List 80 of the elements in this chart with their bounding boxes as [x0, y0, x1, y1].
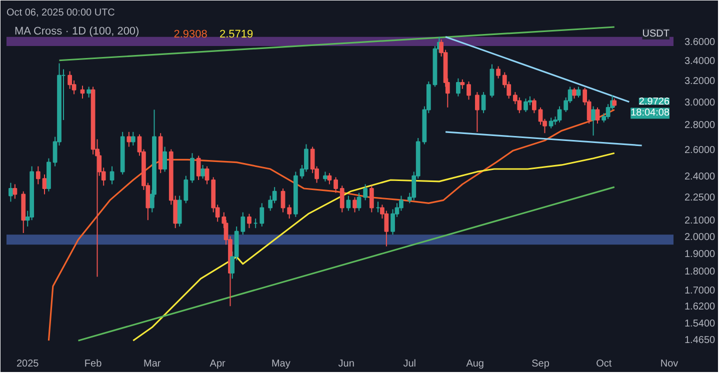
x-tick-label: Jul: [403, 358, 416, 370]
candlestick: [356, 192, 362, 212]
candlestick: [86, 86, 92, 98]
y-tick-label: 2.8000: [684, 120, 716, 132]
x-tick-label: 2025: [16, 358, 40, 370]
candlestick: [177, 195, 182, 227]
text: Oct 06, 2025 00:00 UTC: [6, 8, 115, 18]
candlestick: [162, 146, 167, 172]
candlestick: [466, 81, 471, 100]
y-tick-label: 1.8000: [684, 266, 716, 278]
y-tick-label: 3.2000: [684, 76, 716, 87]
y-tick-label: 2.0000: [684, 232, 716, 243]
candlestick: [557, 106, 562, 123]
y-tick-label: 2.2500: [684, 192, 716, 204]
annotation: 2.9726: [638, 96, 670, 108]
x-tick-label: May: [271, 358, 290, 370]
candlestick: [346, 195, 351, 212]
y-tick-label: 2.4000: [684, 171, 716, 182]
candlestick: [572, 87, 576, 100]
candlestick: [595, 106, 600, 124]
candlestick: [126, 131, 132, 148]
candlestick: [352, 196, 357, 213]
candlestick: [481, 92, 486, 114]
annotation: 18:04:08: [630, 108, 670, 119]
text: 2.5719: [220, 28, 254, 40]
x-tick-label: Oct: [596, 358, 612, 370]
candlestick: [363, 184, 368, 201]
candlestick: [190, 152, 194, 184]
y-tick-label: 1.6200: [684, 302, 716, 313]
annotation: USDT: [642, 28, 670, 40]
y-tick-label: 3.4000: [684, 56, 716, 67]
candlestick: [130, 131, 136, 146]
candlestick: [576, 86, 581, 98]
candlestick: [184, 175, 188, 204]
y-tick-label: 3.6000: [684, 36, 716, 48]
candlestick: [8, 182, 13, 202]
candlestick: [42, 174, 47, 195]
x-tick-label: Feb: [84, 358, 102, 370]
candlestick: [456, 78, 460, 97]
candlestick: [80, 85, 85, 100]
candlestick: [36, 166, 40, 185]
line-series: [132, 152, 616, 342]
x-tick-label: Jun: [338, 358, 354, 370]
candlestick: [340, 185, 344, 213]
x-tick-label: Sep: [532, 358, 550, 370]
x-tick-label: Apr: [210, 358, 226, 370]
y-tick-label: 2.1000: [684, 216, 716, 227]
candlestick: [334, 176, 338, 194]
text: 2.9308: [174, 28, 208, 40]
y-tick-label: 1.9000: [684, 248, 716, 260]
candlestick: [287, 204, 292, 220]
candlestick: [532, 98, 536, 114]
y-tick-label: 1.4650: [684, 334, 716, 346]
y-tick-label: 1.7000: [684, 286, 716, 297]
candlestick: [591, 106, 596, 136]
candlestick: [280, 188, 286, 213]
candlestick: [247, 213, 252, 229]
candlestick: [460, 78, 465, 90]
candlestick: [240, 212, 246, 236]
candlestick: [323, 171, 328, 182]
candlestick: [327, 172, 332, 185]
candlestick: [475, 92, 480, 132]
y-tick-label: 2.6000: [684, 144, 716, 156]
x-tick-label: Mar: [144, 358, 162, 370]
candlestick: [12, 184, 18, 200]
x-tick-label: Nov: [660, 358, 678, 370]
y-tick-label: 1.5400: [684, 318, 716, 330]
candlestick: [196, 155, 201, 181]
candlestick: [110, 166, 114, 185]
chart-title: MA Cross · 1D (100, 200): [14, 26, 140, 38]
candlestick: [524, 98, 528, 112]
y-tick-label: 3.0000: [684, 97, 716, 108]
candlestick: [260, 202, 264, 227]
line-series: [48, 108, 616, 342]
x-tick-label: Aug: [466, 358, 484, 370]
candlestick: [496, 66, 500, 79]
candlestick: [369, 185, 374, 213]
candlestick: [548, 117, 554, 129]
candlestick: [204, 166, 210, 185]
candlestick: [200, 164, 205, 180]
